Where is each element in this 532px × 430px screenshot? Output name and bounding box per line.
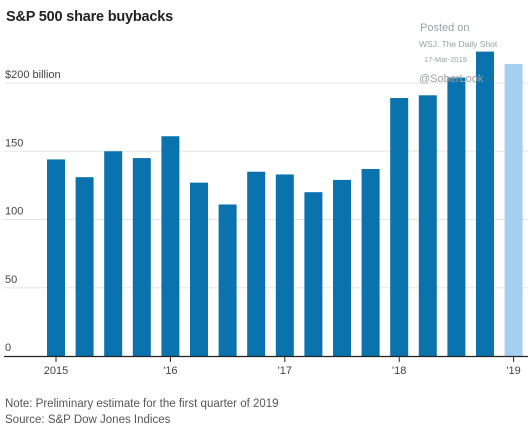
chart-title: S&P 500 share buybacks <box>6 9 174 25</box>
watermark-handle: @SoberLook <box>419 73 484 85</box>
bar <box>47 159 65 356</box>
chart-source: Source: S&P Dow Jones Indices <box>5 414 171 426</box>
bar <box>418 95 437 356</box>
bars <box>47 51 523 356</box>
y-tick-label: 50 <box>5 274 17 286</box>
bar <box>390 98 409 356</box>
x-tick-label: '16 <box>163 365 177 377</box>
bar <box>75 177 94 356</box>
watermark-date: 17-Mar-2019 <box>424 55 467 64</box>
watermark-posted: Posted on <box>420 22 470 34</box>
x-tick-label: 2015 <box>44 365 68 377</box>
y-tick-label: 100 <box>5 206 23 218</box>
bar <box>161 136 180 356</box>
bar-estimate <box>504 63 523 356</box>
chart-note: Note: Preliminary estimate for the first… <box>5 398 279 410</box>
bar <box>104 151 123 356</box>
y-tick-label: 0 <box>5 342 11 354</box>
x-tick-label: '19 <box>506 365 520 377</box>
x-tick-label: '18 <box>392 365 406 377</box>
bar <box>447 77 466 356</box>
bar <box>190 182 208 356</box>
bar <box>361 168 380 356</box>
x-tick-label: '17 <box>278 365 292 377</box>
bar <box>275 174 294 356</box>
bar <box>476 51 494 356</box>
y-tick-label: 150 <box>5 137 23 149</box>
tick-labels: 0 50 100 150 $200 billion 2015 '16 '17 '18 '19 <box>5 69 521 377</box>
axes <box>4 355 528 362</box>
bar <box>247 171 266 356</box>
bar <box>218 204 237 356</box>
bar <box>132 158 151 356</box>
bar <box>304 192 323 356</box>
bar <box>333 179 351 356</box>
watermark-source: WSJ: The Daily Shot <box>419 39 498 49</box>
y-tick-label: $200 billion <box>5 69 61 81</box>
